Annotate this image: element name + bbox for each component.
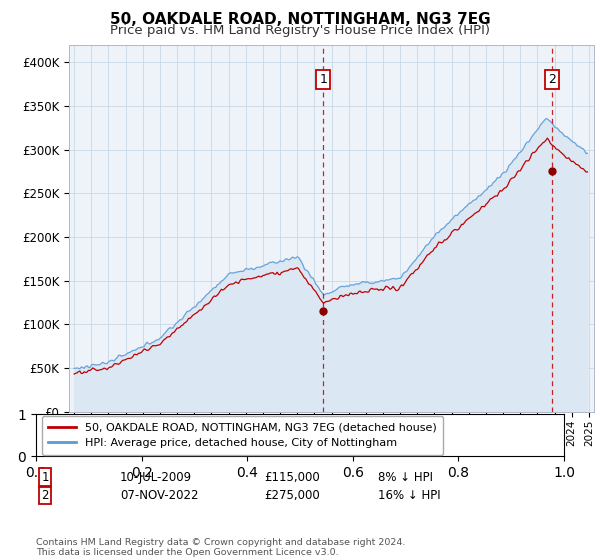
Text: Contains HM Land Registry data © Crown copyright and database right 2024.
This d: Contains HM Land Registry data © Crown c… <box>36 538 406 557</box>
Legend: 50, OAKDALE ROAD, NOTTINGHAM, NG3 7EG (detached house), HPI: Average price, deta: 50, OAKDALE ROAD, NOTTINGHAM, NG3 7EG (d… <box>41 416 443 455</box>
Text: 10-JUL-2009: 10-JUL-2009 <box>120 470 192 484</box>
Text: 8% ↓ HPI: 8% ↓ HPI <box>378 470 433 484</box>
Text: 50, OAKDALE ROAD, NOTTINGHAM, NG3 7EG: 50, OAKDALE ROAD, NOTTINGHAM, NG3 7EG <box>110 12 490 27</box>
Text: 1: 1 <box>41 470 49 484</box>
Text: 2: 2 <box>548 73 556 86</box>
Text: Price paid vs. HM Land Registry's House Price Index (HPI): Price paid vs. HM Land Registry's House … <box>110 24 490 37</box>
Text: 16% ↓ HPI: 16% ↓ HPI <box>378 489 440 502</box>
Text: 07-NOV-2022: 07-NOV-2022 <box>120 489 199 502</box>
Text: £115,000: £115,000 <box>264 470 320 484</box>
Text: 1: 1 <box>319 73 328 86</box>
Text: £275,000: £275,000 <box>264 489 320 502</box>
Text: 2: 2 <box>41 489 49 502</box>
